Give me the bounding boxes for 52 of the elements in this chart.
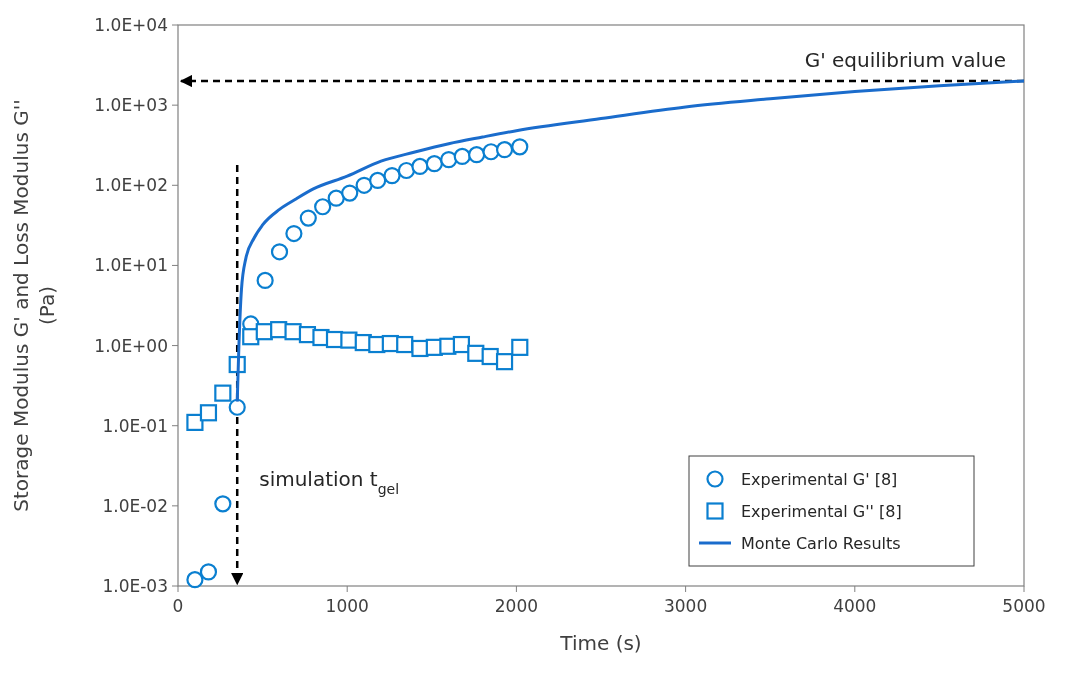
y-tick-label: 1.0E+03 [94,95,168,116]
point [285,224,303,243]
point [452,335,471,354]
point [284,323,302,341]
point [383,167,401,185]
point [511,338,529,356]
point [341,184,359,202]
point [199,404,218,422]
point [369,171,387,190]
point [199,563,218,581]
point [397,161,416,180]
point [299,209,317,227]
y-axis-title: Storage Modulus G' and Loss Modulus G'' (Pa) [9,99,59,512]
x-tick-label: 1000 [325,596,369,616]
legend-label: Experimental G' [8] [741,469,898,489]
point [495,353,514,371]
point [186,413,204,431]
y-tick-label: 1.0E+01 [94,255,168,276]
y-tick-label: 1.0E+04 [94,14,168,35]
point [256,271,274,290]
point [425,155,443,173]
y-tick-label: 1.0E+02 [94,175,168,196]
y-tick-label: 1.0E-03 [102,575,168,596]
x-tick-label: 2000 [494,596,539,616]
x-tick-label: 4000 [833,596,877,616]
x-axis-title: Time (s) [559,631,642,655]
point [327,189,345,207]
ref-line-label: G' equilibrium value [804,48,1006,73]
point [186,571,204,589]
point [214,495,232,513]
point [214,384,232,402]
x-tick-label: 0 [172,596,184,616]
point [453,147,471,166]
ref-line-label: simulation t$_{gel}$ [259,467,400,497]
legend-label: Experimental G'' [8] [741,501,902,521]
point [511,138,529,156]
x-tick-label: 5000 [1002,596,1046,616]
point [440,151,458,169]
point [228,398,246,416]
point [411,157,429,176]
y-tick-label: 1.0E+00 [94,335,168,356]
point [355,176,373,194]
point [467,344,485,362]
y-tick-label: 1.0E-01 [102,415,168,436]
point [396,335,414,354]
point [270,243,289,261]
point [468,146,486,164]
legend-label: Monte Carlo Results [741,533,901,553]
point [495,141,514,159]
x-tick-label: 3000 [663,596,708,616]
point [314,198,332,216]
y-tick-label: 1.0E-02 [102,495,168,516]
